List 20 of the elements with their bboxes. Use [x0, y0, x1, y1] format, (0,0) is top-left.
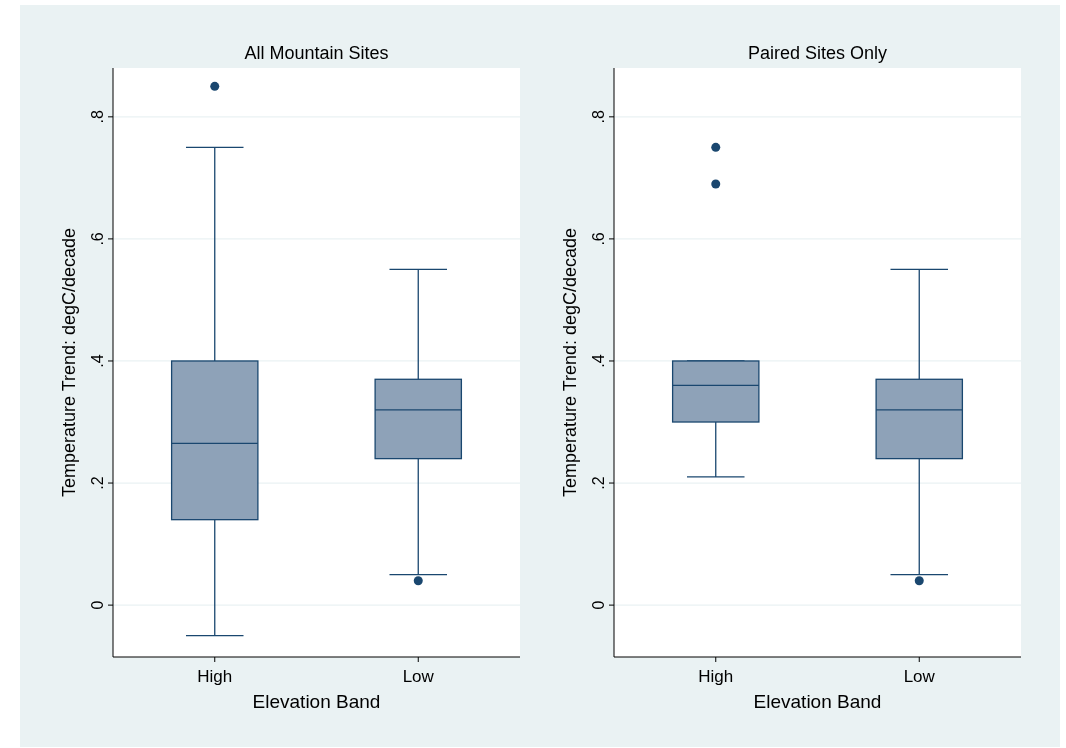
- x-tick-label: Low: [402, 667, 435, 686]
- y-tick-label: .4: [590, 354, 607, 368]
- y-tick-label: .6: [89, 232, 106, 246]
- y-tick-label: .4: [89, 354, 106, 368]
- y-axis-title: Temperature Trend: degC/decade: [560, 227, 580, 498]
- x-tick-label: Low: [903, 667, 936, 686]
- y-tick-label: 0: [89, 600, 106, 610]
- y-tick-label: .8: [590, 110, 607, 124]
- x-axis-title: Elevation Band: [252, 691, 381, 712]
- y-tick-label: .2: [89, 476, 106, 490]
- x-axis-title: Elevation Band: [753, 691, 882, 712]
- y-axis-title: Temperature Trend: degC/decade: [59, 227, 79, 498]
- chart-title: All Mountain Sites: [244, 43, 389, 63]
- y-tick-label: .8: [89, 110, 106, 124]
- y-tick-label: 0: [590, 600, 607, 610]
- y-tick-label: .6: [590, 232, 607, 246]
- chart-title: Paired Sites Only: [747, 43, 888, 63]
- x-tick-label: High: [698, 667, 734, 686]
- y-tick-label: .2: [590, 476, 607, 490]
- x-tick-label: High: [197, 667, 233, 686]
